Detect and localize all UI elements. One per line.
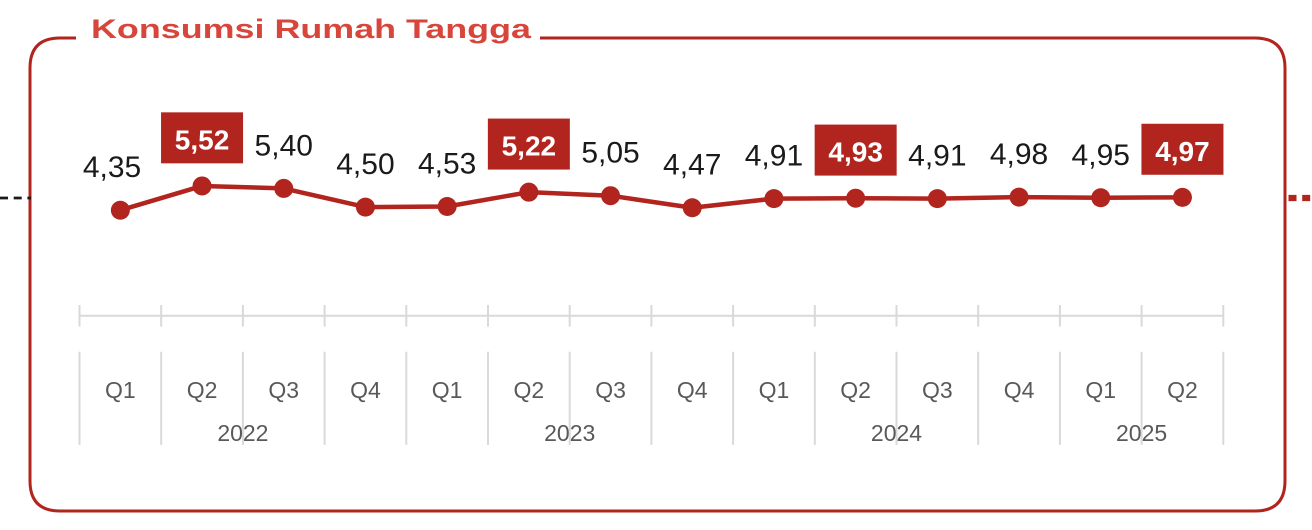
svg-text:2024: 2024 bbox=[871, 420, 922, 446]
svg-text:Q1: Q1 bbox=[432, 377, 463, 403]
svg-text:5,22: 5,22 bbox=[502, 131, 557, 162]
svg-text:4,97: 4,97 bbox=[1155, 136, 1210, 167]
svg-text:4,98: 4,98 bbox=[990, 138, 1048, 171]
svg-text:Q4: Q4 bbox=[677, 377, 708, 403]
svg-text:4,95: 4,95 bbox=[1072, 139, 1130, 172]
svg-text:Q2: Q2 bbox=[840, 377, 871, 403]
svg-text:5,40: 5,40 bbox=[255, 129, 313, 162]
svg-text:Q1: Q1 bbox=[105, 377, 136, 403]
svg-text:4,35: 4,35 bbox=[83, 151, 141, 184]
svg-text:5,05: 5,05 bbox=[581, 137, 639, 170]
svg-text:2025: 2025 bbox=[1116, 420, 1167, 446]
svg-text:Q2: Q2 bbox=[187, 377, 218, 403]
svg-text:Q4: Q4 bbox=[350, 377, 381, 403]
svg-text:2023: 2023 bbox=[544, 420, 595, 446]
svg-text:4,47: 4,47 bbox=[663, 149, 721, 182]
svg-text:Q3: Q3 bbox=[268, 377, 299, 403]
svg-text:4,53: 4,53 bbox=[418, 147, 476, 180]
svg-text:4,91: 4,91 bbox=[745, 140, 803, 173]
svg-text:Q4: Q4 bbox=[1004, 377, 1035, 403]
svg-text:2022: 2022 bbox=[217, 420, 268, 446]
svg-text:Q1: Q1 bbox=[759, 377, 790, 403]
svg-text:5,52: 5,52 bbox=[175, 124, 230, 155]
svg-text:4,91: 4,91 bbox=[908, 140, 966, 173]
svg-text:Q1: Q1 bbox=[1085, 377, 1116, 403]
svg-text:4,93: 4,93 bbox=[828, 137, 883, 168]
svg-text:Q3: Q3 bbox=[922, 377, 953, 403]
svg-text:4,50: 4,50 bbox=[336, 148, 394, 181]
svg-text:Konsumsi Rumah Tangga: Konsumsi Rumah Tangga bbox=[91, 13, 531, 44]
svg-text:Q2: Q2 bbox=[514, 377, 545, 403]
svg-text:Q3: Q3 bbox=[595, 377, 626, 403]
svg-text:Q2: Q2 bbox=[1167, 377, 1198, 403]
